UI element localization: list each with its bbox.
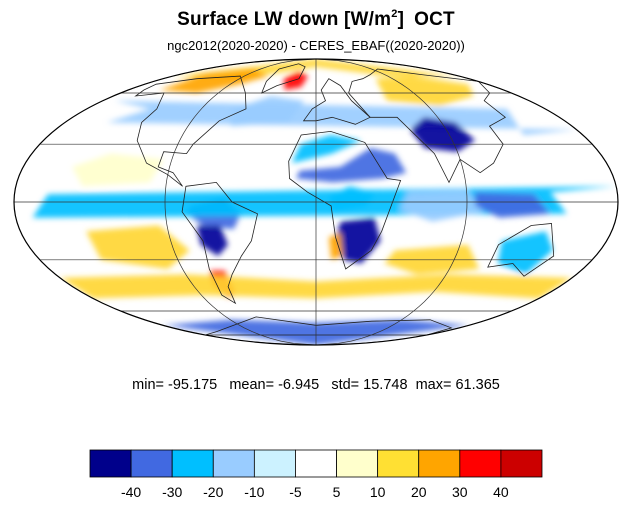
stat-max-value: 61.365 xyxy=(455,377,500,393)
colorbar-tick-label: -5 xyxy=(289,484,302,500)
title-text: Surface LW down [W/m xyxy=(177,9,392,30)
anomaly-patch-maritime-continent xyxy=(475,192,551,218)
coastline-asia xyxy=(348,68,507,184)
colorbar-box xyxy=(377,449,420,478)
colorbar-tick-label: 20 xyxy=(411,484,427,500)
colorbar-tick-label: -40 xyxy=(121,484,141,500)
coastlines xyxy=(134,63,555,336)
stat-min-value: -95.175 xyxy=(168,377,218,393)
anomaly-patch-east-pacific-north xyxy=(72,153,164,187)
stat-mean-value: -6.945 xyxy=(278,377,320,393)
stat-std-label: std= xyxy=(331,377,360,393)
colorbar-box xyxy=(336,449,379,478)
colorbar-box xyxy=(212,449,255,478)
colorbar-tick-label: -20 xyxy=(203,484,223,500)
colorbar-box xyxy=(295,449,337,478)
colorbar-box xyxy=(418,449,461,478)
colorbar-tick-label: 5 xyxy=(333,484,341,500)
anomaly-patch-sahara-arabia xyxy=(296,148,407,183)
map-title: Surface LW down [W/m2] OCT xyxy=(0,8,632,31)
title-month: OCT xyxy=(414,9,455,30)
anomaly-patch-north-africa-dry xyxy=(291,135,362,164)
title-superscript: 2 xyxy=(391,8,398,20)
colorbar-box xyxy=(89,449,132,478)
colorbar-box xyxy=(500,449,543,478)
anomaly-patch-greenland-margin xyxy=(283,71,308,90)
colorbar-tick-label: 30 xyxy=(452,484,468,500)
map-field xyxy=(14,59,618,345)
anomaly-patch-indian-ocean-equatorial xyxy=(399,190,484,222)
colorbar-tick-label: 10 xyxy=(370,484,386,500)
stat-max-label: max= xyxy=(415,377,452,393)
anomaly-patch-namibia-coast xyxy=(329,233,343,260)
colorbar-boxes xyxy=(89,449,543,478)
anomaly-patch-southeast-pacific xyxy=(86,225,190,269)
title-close: ] xyxy=(397,9,405,30)
coastline-north-america xyxy=(134,75,247,187)
coastline-greenland xyxy=(260,63,306,94)
coastline-south-america xyxy=(181,181,258,305)
coastline-africa xyxy=(288,130,402,270)
stat-mean-label: mean= xyxy=(229,377,275,393)
colorbar-tick-label: -30 xyxy=(162,484,182,500)
coastline-antarctica xyxy=(205,316,453,336)
colorbar-tick-label: 40 xyxy=(493,484,509,500)
map-border xyxy=(13,58,619,346)
map-subtitle: ngc2012(2020-2020) - CERES_EBAF((2020-20… xyxy=(167,38,465,53)
colorbar-box xyxy=(253,449,296,478)
stats-line: min= -95.175 mean= -6.945 std= 15.748 ma… xyxy=(0,377,632,393)
colorbar-ticks: -40 -30 -20 -10 -5 5 10 20 30 40 xyxy=(121,484,509,500)
colorbar-box xyxy=(459,449,502,478)
colorbar-box xyxy=(130,449,173,478)
graticule-lon--90 xyxy=(164,59,317,345)
colorbar-tick-label: -10 xyxy=(244,484,264,500)
anomaly-patch-bolivia-andes xyxy=(196,225,228,256)
anomaly-patch-tibet-central-asia xyxy=(410,117,476,152)
stat-min-label: min= xyxy=(132,377,164,393)
coastline-australia xyxy=(487,223,555,277)
colorbar-box xyxy=(171,449,214,478)
graticule-lon-90 xyxy=(315,59,468,345)
anomaly-patch-alaska-canada-arctic xyxy=(159,69,269,93)
stat-std-value: 15.748 xyxy=(363,377,408,393)
